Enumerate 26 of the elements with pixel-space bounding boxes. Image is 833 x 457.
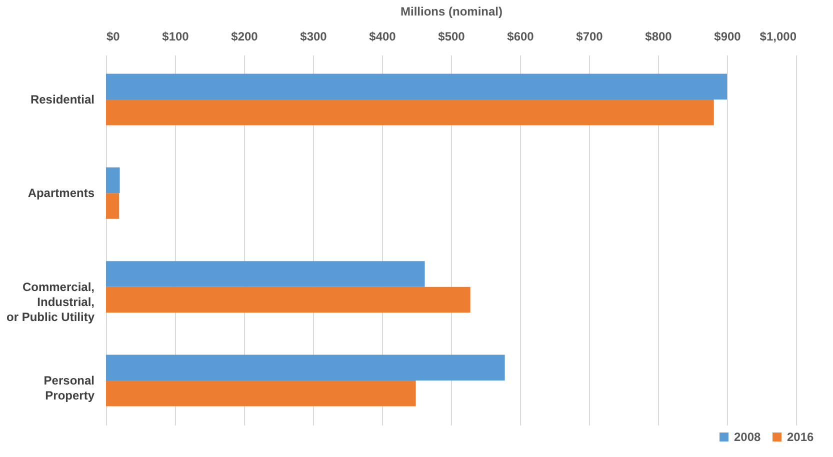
- bar: [106, 74, 727, 100]
- x-tick-label: $100: [162, 30, 190, 44]
- bar: [106, 167, 120, 194]
- legend-label: 2008: [734, 430, 762, 444]
- y-tick-label: Apartments: [28, 186, 95, 200]
- bar: [106, 261, 425, 287]
- x-tick-label: $200: [231, 30, 258, 44]
- x-tick-label: $300: [300, 30, 328, 44]
- x-tick-label: $600: [507, 30, 534, 44]
- bar: [106, 286, 470, 313]
- x-tick-label: $500: [438, 30, 466, 44]
- x-axis-title: Millions (nominal): [400, 4, 502, 18]
- bar: [106, 354, 505, 381]
- x-tick-label: $700: [576, 30, 604, 44]
- legend-label: 2016: [787, 430, 814, 444]
- bar: [106, 380, 416, 406]
- bar: [106, 99, 714, 126]
- bar: [106, 193, 120, 219]
- x-tick-label: $900: [714, 30, 742, 44]
- x-tick-label: $800: [645, 30, 672, 44]
- x-tick-label: $0: [106, 30, 120, 44]
- x-tick-label: $1,000: [760, 30, 797, 44]
- y-tick-label: Commercial, Industrial, or Public Utility: [6, 280, 95, 324]
- x-tick-label: $400: [369, 30, 396, 44]
- y-tick-label: Residential: [30, 92, 94, 106]
- y-tick-label: Personal Property: [44, 374, 95, 403]
